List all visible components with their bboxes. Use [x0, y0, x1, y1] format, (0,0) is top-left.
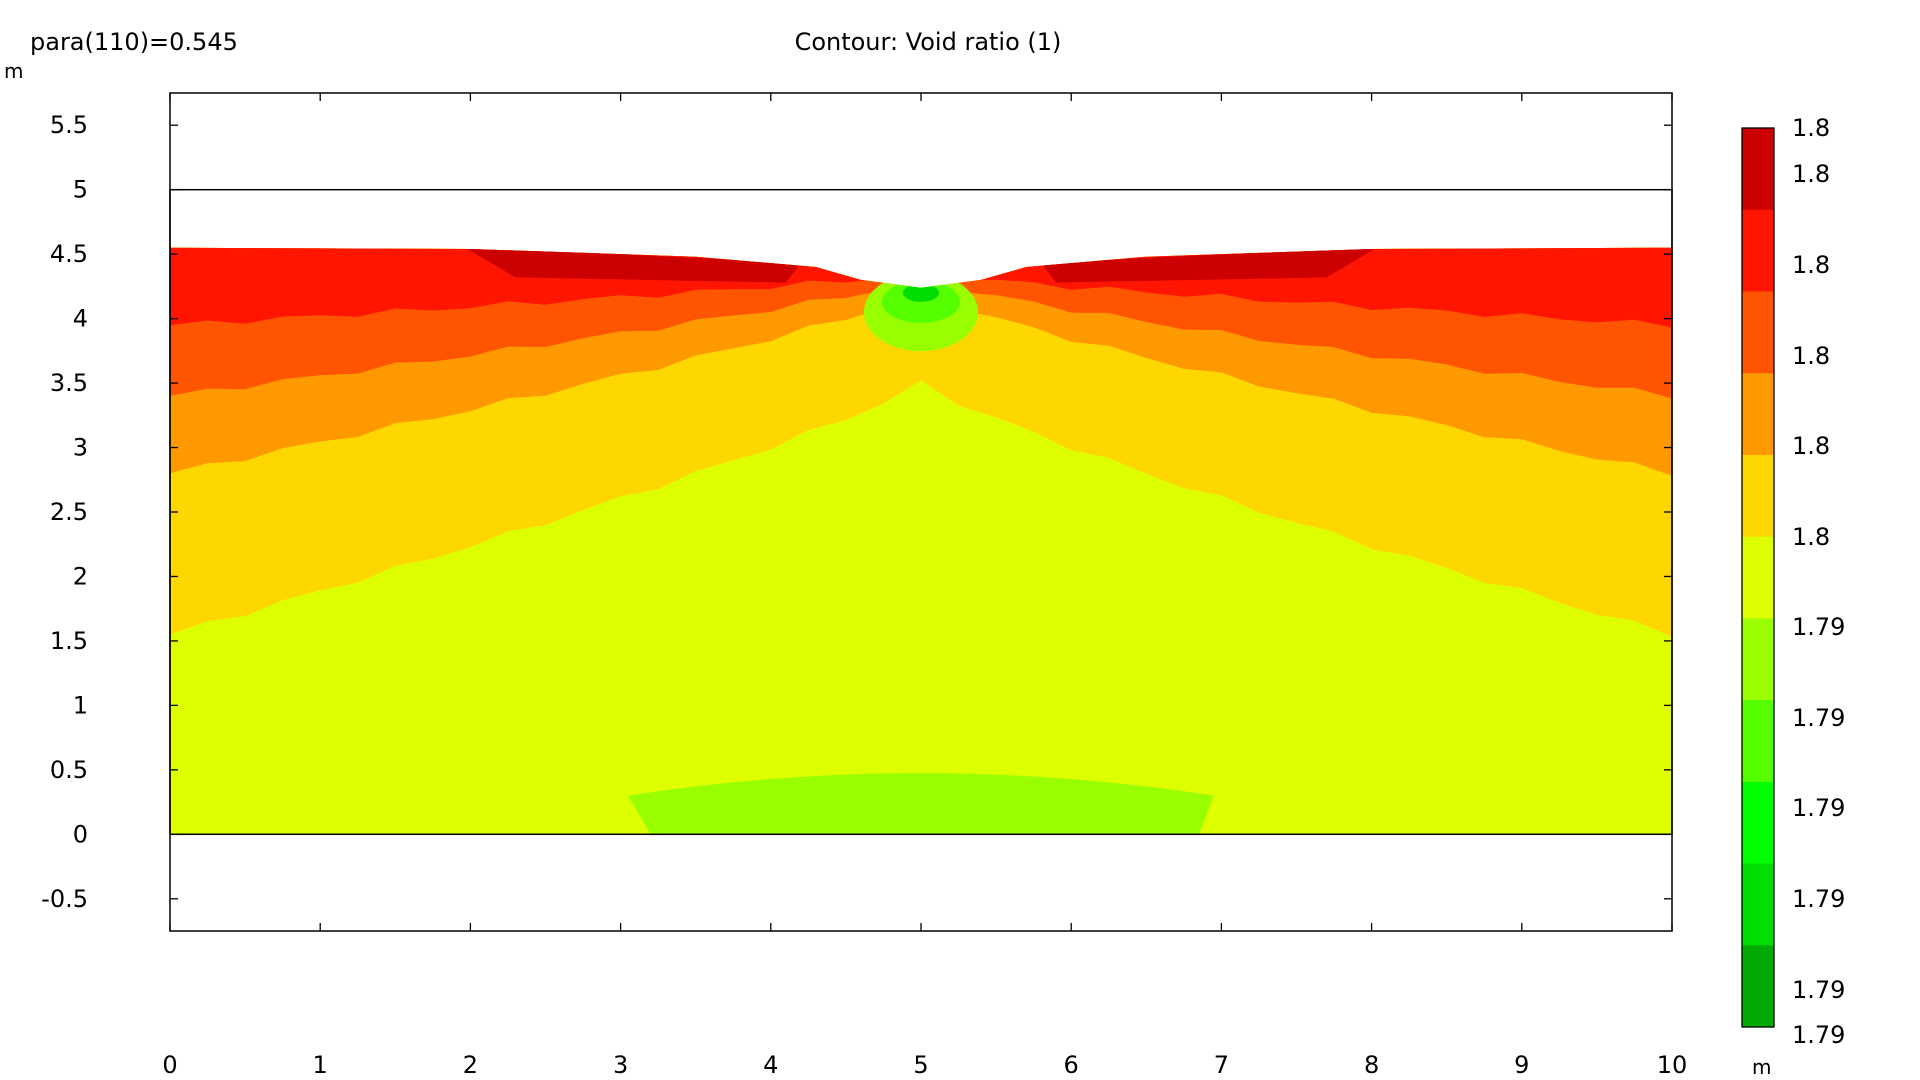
x-tick-label: 1 — [313, 1051, 328, 1079]
colorbar-label: 1.8 — [1792, 160, 1830, 188]
colorbar-swatch — [1742, 209, 1774, 292]
colorbar-swatch — [1742, 536, 1774, 619]
x-tick-label: 10 — [1657, 1051, 1688, 1079]
colorbar-swatch — [1742, 373, 1774, 456]
x-tick-label: 8 — [1364, 1051, 1379, 1079]
colorbar-swatch — [1742, 700, 1774, 783]
y-tick-label: 3 — [73, 434, 88, 462]
y-tick-label: 1 — [73, 691, 88, 719]
colorbar-swatch — [1742, 618, 1774, 701]
colorbar-swatch — [1742, 454, 1774, 538]
colorbar-swatch — [1742, 863, 1774, 946]
colorbar-label: 1.8 — [1792, 251, 1830, 279]
colorbar-legend: 1.8 1.8 1.8 1.8 1.8 1.8 1.79 1.79 1.79 1.79 1.79 1.… — [1741, 114, 1845, 1049]
colorbar-label: 1.8 — [1792, 114, 1830, 142]
colorbar-label: 1.79 — [1792, 976, 1845, 1004]
band-level-6 — [628, 773, 1214, 835]
colorbar-label: 1.8 — [1792, 342, 1830, 370]
y-tick-label: 2 — [73, 562, 88, 590]
y-tick-label: 4.5 — [50, 240, 88, 268]
colorbar-swatch — [1742, 945, 1774, 1028]
x-axis-unit: m — [1752, 1055, 1771, 1079]
y-tick-label: 5.5 — [50, 111, 88, 139]
y-tick-label: 0 — [73, 820, 88, 848]
x-tick-label: 4 — [763, 1051, 778, 1079]
colorbar-swatch — [1742, 128, 1774, 211]
band-level-9 — [902, 283, 940, 302]
x-tick-label: 5 — [913, 1051, 928, 1079]
y-tick-label: -0.5 — [41, 885, 88, 913]
param-label: para(110)=0.545 — [30, 28, 238, 56]
x-tick-label: 2 — [463, 1051, 478, 1079]
colorbar-frame — [1741, 127, 1775, 1028]
x-tick-label: 0 — [162, 1051, 177, 1079]
colorbar-label: 1.79 — [1792, 885, 1845, 913]
colorbar-label: 1.79 — [1792, 1021, 1845, 1049]
y-tick-label: 3.5 — [50, 369, 88, 397]
y-tick-label: 0.5 — [50, 756, 88, 784]
colorbar-label: 1.8 — [1792, 432, 1830, 460]
band-level-0 — [1041, 247, 1380, 283]
axis-ticks: 0 1 2 3 4 5 6 7 8 9 10 -0.5 0 0.5 1 1.5 2 2.5 3 3.5 4 4.5 5 5.5 — [41, 93, 1687, 1079]
y-tick-label: 1.5 — [50, 627, 88, 655]
y-axis-unit: m — [4, 59, 23, 83]
y-tick-label: 2.5 — [50, 498, 88, 526]
colorbar-label: 1.79 — [1792, 704, 1845, 732]
x-tick-label: 7 — [1214, 1051, 1229, 1079]
colorbar-label: 1.8 — [1792, 523, 1830, 551]
x-tick-label: 3 — [613, 1051, 628, 1079]
band-level-7 — [881, 280, 961, 323]
y-tick-label: 4 — [73, 305, 88, 333]
colorbar-swatch — [1742, 781, 1774, 865]
plot-title: Contour: Void ratio (1) — [795, 28, 1062, 56]
contour-fill — [169, 188, 1673, 836]
colorbar-label: 1.79 — [1792, 794, 1845, 822]
colorbar-swatch — [1742, 291, 1774, 374]
colorbar-label: 1.79 — [1792, 613, 1845, 641]
x-tick-label: 9 — [1514, 1051, 1529, 1079]
band-level-0 — [462, 247, 801, 283]
x-tick-label: 6 — [1064, 1051, 1079, 1079]
contour-bands — [170, 247, 1672, 835]
band-level-2 — [170, 247, 1672, 399]
y-tick-label: 5 — [73, 176, 88, 204]
